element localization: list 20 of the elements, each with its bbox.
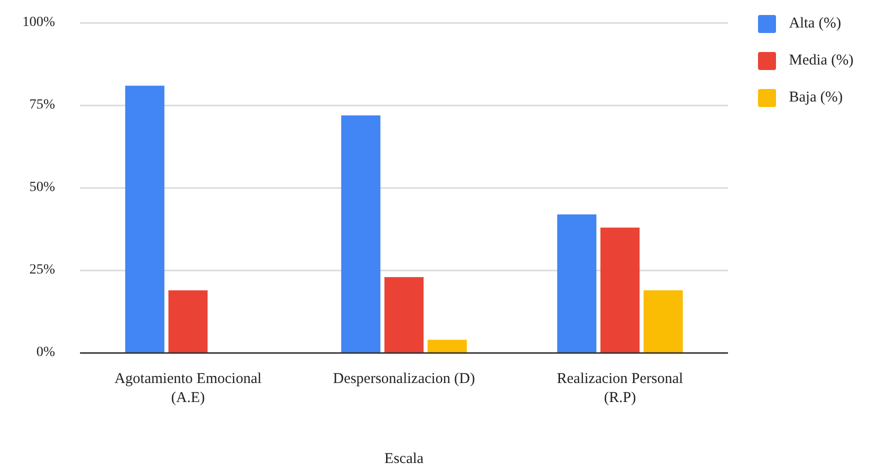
bar	[644, 290, 683, 353]
y-tick-label: 100%	[22, 15, 56, 30]
y-tick-label: 25%	[29, 262, 56, 278]
y-tick-label: 75%	[29, 98, 56, 113]
x-axis-title: Escala	[384, 451, 424, 467]
bar	[428, 340, 467, 353]
legend-label: Baja (%)	[789, 89, 843, 106]
legend-label: Media (%)	[789, 52, 854, 68]
bar	[341, 115, 380, 353]
y-tick-label: 0%	[36, 345, 56, 360]
legend-label: Alta (%)	[789, 15, 842, 32]
x-tick-label: Realizacion Personal (R.P)	[556, 371, 684, 406]
bar	[600, 228, 640, 353]
bar	[384, 277, 424, 353]
bar	[125, 86, 164, 353]
bar	[557, 214, 596, 353]
bar	[168, 290, 208, 353]
y-tick-label: 50%	[29, 180, 56, 196]
x-tick-label: Despersonalizacion (D)	[332, 371, 476, 387]
x-tick-label: Agotamiento Emocional (A.E)	[114, 371, 262, 406]
